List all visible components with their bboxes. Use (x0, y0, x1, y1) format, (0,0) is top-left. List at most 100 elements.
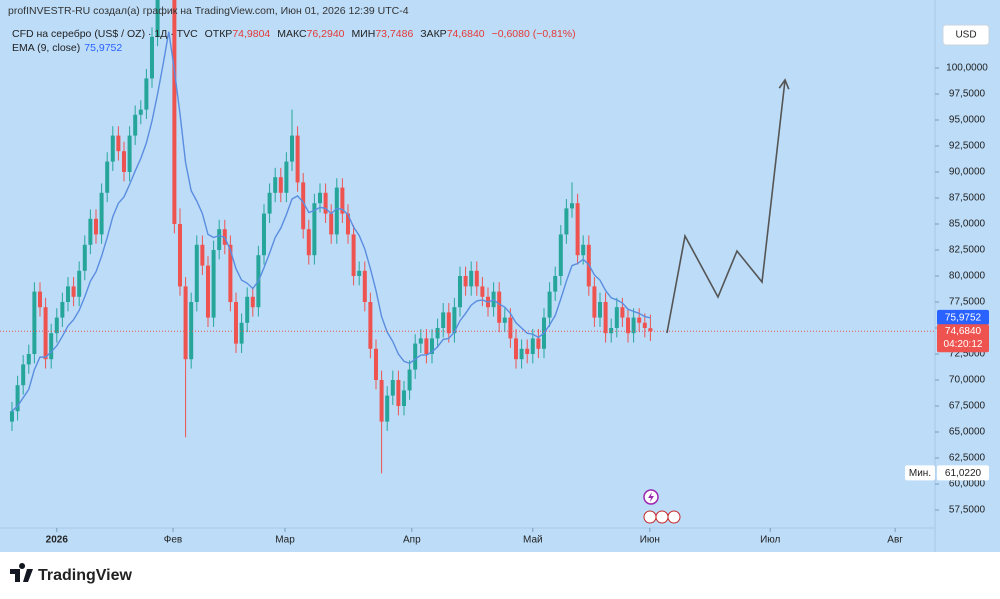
last-price-label: 74,6840 (945, 326, 982, 337)
brand-logo: TradingView (10, 563, 133, 584)
last-price-badge (937, 324, 989, 353)
y-tick-label: 57,5000 (949, 505, 986, 516)
candle-body (317, 192, 322, 204)
low-marker-price: 61,0220 (945, 468, 982, 479)
candle-body (569, 203, 574, 209)
candle-body (642, 322, 647, 328)
x-tick-label: Апр (403, 535, 421, 546)
candle-body (603, 301, 608, 334)
candle-body (21, 364, 26, 386)
event-icon[interactable] (643, 510, 657, 524)
forecast-arrowhead (778, 78, 790, 90)
x-tick-label: Июл (760, 535, 780, 546)
y-tick-label: 70,0000 (949, 375, 986, 386)
candle-body (564, 208, 569, 235)
x-tick-label: Фев (164, 535, 182, 546)
candle-body (77, 270, 82, 297)
ohlc-value: 74,9804 (232, 28, 271, 40)
event-icon[interactable] (667, 510, 681, 524)
candle-body (127, 135, 132, 172)
change: −0,6080 (−0,81%) (491, 28, 576, 40)
y-tick-label: 100,0000 (946, 63, 988, 74)
candle-body (295, 135, 300, 183)
candle-body (82, 244, 87, 271)
candle-body (581, 244, 586, 256)
candle-body (116, 135, 121, 152)
y-tick-label: 90,0000 (949, 167, 986, 178)
candle-body (469, 270, 474, 287)
candle-body (183, 286, 188, 360)
y-tick-label: 87,5000 (949, 193, 986, 204)
candle-body (93, 218, 98, 235)
candle-body (189, 301, 194, 360)
candle-body (631, 317, 636, 334)
candle-body (144, 78, 149, 110)
plot-area (0, 0, 935, 474)
candle-body (463, 275, 468, 287)
candle-body (373, 348, 378, 380)
ema-badge-label: 75,9752 (945, 312, 982, 323)
candle-body (289, 135, 294, 162)
candle-body (401, 390, 406, 407)
currency: USD (955, 30, 976, 41)
candle-body (312, 203, 317, 256)
candle-body (418, 338, 423, 344)
x-tick-label: Авг (887, 535, 903, 546)
y-tick-label: 92,5000 (949, 141, 986, 152)
x-tick-label: 2026 (46, 535, 69, 546)
candle-body (228, 244, 233, 302)
y-tick-label: 62,5000 (949, 453, 986, 464)
currency-box[interactable] (942, 24, 990, 46)
candle-body (88, 218, 93, 245)
candle-body (99, 192, 104, 235)
candle-body (457, 275, 462, 308)
y-tick-label: 95,0000 (949, 115, 986, 126)
candle-body (626, 317, 631, 334)
candle-body (138, 109, 143, 115)
ohlc-value: 76,2940 (306, 28, 345, 40)
ohlc-label: МАКС (277, 28, 307, 40)
candle-body (452, 307, 457, 334)
symbol: CFD на серебро (US$ / OZ) · 1Д · TVC (12, 28, 198, 40)
candle-body (547, 291, 552, 318)
candle-body (26, 353, 31, 365)
countdown: 04:20:12 (944, 339, 983, 350)
forecast-path (666, 79, 786, 334)
y-tick-label: 80,0000 (949, 271, 986, 282)
candle-body (536, 338, 541, 349)
candle-body (413, 343, 418, 370)
candle-body (301, 182, 306, 230)
y-tick-label: 82,5000 (949, 245, 986, 256)
candle-body (508, 317, 513, 339)
candle-body (37, 291, 42, 308)
candle-body (121, 151, 126, 172)
y-tick-label: 65,0000 (949, 427, 986, 438)
candle-body (155, 0, 160, 37)
candle-body (177, 223, 182, 287)
candle-body (497, 291, 502, 323)
candle-body (110, 135, 115, 162)
candle-body (525, 348, 530, 354)
low-marker-badge (937, 465, 989, 481)
candle-body (250, 296, 255, 308)
candle-body (200, 244, 205, 266)
candle-body (54, 317, 59, 334)
candle-body (345, 213, 350, 235)
candle-body (553, 275, 558, 292)
low-marker-label: Мин. (909, 468, 931, 479)
candle-body (9, 411, 14, 422)
candle-body (614, 307, 619, 328)
ohlc-value: 73,7486 (375, 28, 414, 40)
low-marker-box (905, 465, 935, 481)
x-tick-label: Мар (275, 535, 295, 546)
indicator-value: 75,9752 (84, 42, 123, 54)
candle-body (261, 213, 266, 256)
ohlc-label: ОТКР (204, 28, 233, 40)
event-icon[interactable] (655, 510, 669, 524)
candle-body (362, 270, 367, 302)
candle-body (149, 36, 154, 79)
event-icons (643, 489, 681, 524)
candle-body (329, 213, 334, 235)
